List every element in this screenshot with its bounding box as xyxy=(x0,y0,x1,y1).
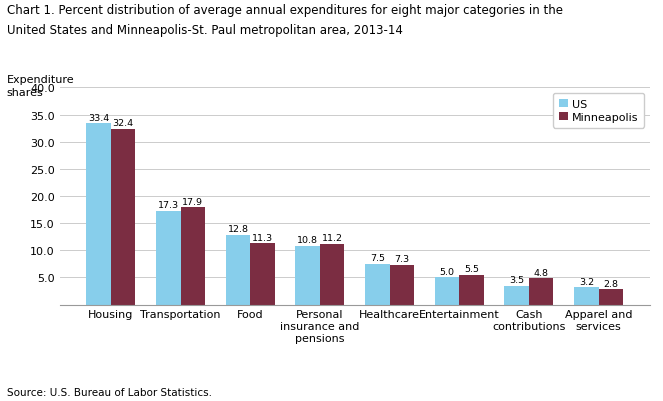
Text: 7.5: 7.5 xyxy=(370,253,385,263)
Bar xyxy=(250,243,274,305)
Text: Expenditure
shares: Expenditure shares xyxy=(7,75,74,97)
Text: 11.2: 11.2 xyxy=(322,233,343,243)
Text: Source: U.S. Bureau of Labor Statistics.: Source: U.S. Bureau of Labor Statistics. xyxy=(7,387,211,397)
Text: 5.5: 5.5 xyxy=(464,264,479,273)
Bar xyxy=(459,275,483,305)
Bar xyxy=(180,208,205,305)
Text: 33.4: 33.4 xyxy=(88,113,109,122)
Bar xyxy=(599,290,623,305)
Text: 4.8: 4.8 xyxy=(534,268,548,277)
Bar xyxy=(156,211,180,305)
Bar xyxy=(435,277,459,305)
Text: 32.4: 32.4 xyxy=(113,119,134,128)
Text: 17.9: 17.9 xyxy=(182,197,204,206)
Bar xyxy=(86,124,111,305)
Text: 3.5: 3.5 xyxy=(509,275,524,284)
Text: 2.8: 2.8 xyxy=(603,279,618,288)
Text: 5.0: 5.0 xyxy=(440,267,455,276)
Text: 11.3: 11.3 xyxy=(252,233,273,242)
Bar xyxy=(365,264,390,305)
Text: 3.2: 3.2 xyxy=(579,277,594,286)
Bar xyxy=(390,265,414,305)
Text: 10.8: 10.8 xyxy=(297,236,318,245)
Bar xyxy=(574,288,599,305)
Bar xyxy=(226,235,250,305)
Text: United States and Minneapolis-St. Paul metropolitan area, 2013-14: United States and Minneapolis-St. Paul m… xyxy=(7,24,402,37)
Bar xyxy=(529,279,553,305)
Text: 17.3: 17.3 xyxy=(158,200,179,209)
Bar xyxy=(505,286,529,305)
Bar xyxy=(111,130,135,305)
Text: 12.8: 12.8 xyxy=(227,225,249,234)
Text: 7.3: 7.3 xyxy=(394,255,409,263)
Legend: US, Minneapolis: US, Minneapolis xyxy=(553,94,644,128)
Bar xyxy=(296,246,320,305)
Text: Chart 1. Percent distribution of average annual expenditures for eight major cat: Chart 1. Percent distribution of average… xyxy=(7,4,563,17)
Bar xyxy=(320,244,344,305)
